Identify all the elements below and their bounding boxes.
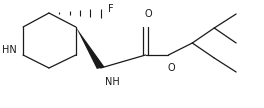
Text: HN: HN xyxy=(2,45,17,55)
Polygon shape xyxy=(76,27,105,69)
Text: F: F xyxy=(108,4,113,14)
Text: O: O xyxy=(145,9,152,19)
Text: O: O xyxy=(168,63,175,73)
Text: NH: NH xyxy=(105,77,120,87)
